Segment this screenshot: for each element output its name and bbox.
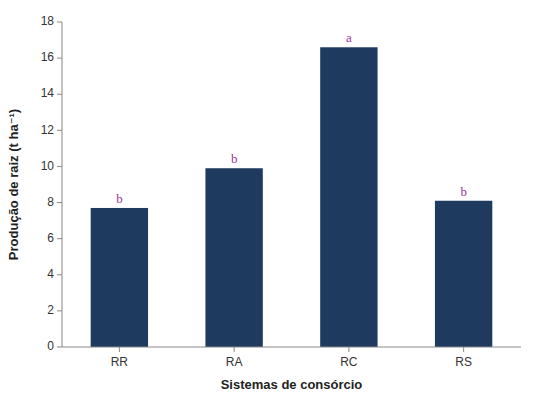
significance-label: a [346,30,352,45]
y-axis-line [62,22,63,347]
y-tick: 10 [41,159,62,173]
x-axis-line [62,347,521,348]
y-tick: 6 [47,231,62,245]
y-tick: 12 [41,123,62,137]
y-tick-label: 14 [41,86,55,100]
significance-label: b [231,151,238,166]
y-tick-label: 10 [41,159,55,173]
bar [91,208,148,347]
annotations: b b a b [116,30,467,206]
y-tick: 0 [47,339,62,353]
y-tick-label: 6 [47,231,54,245]
y-tick-label: 12 [41,123,55,137]
y-tick-mark [57,238,62,239]
y-tick-label: 8 [47,195,54,209]
chart-container: 0 2 4 6 8 10 12 14 16 18 b b a b RR RA RC RS Sistemas de c… [0,0,539,403]
x-tick-label: RC [340,355,358,369]
bar [205,168,262,347]
bar [435,201,492,347]
x-tick-mark [234,347,235,352]
x-axis-title: Sistemas de consórcio [221,377,363,392]
x-tick-mark [463,347,464,352]
y-tick: 2 [47,303,62,317]
y-tick-label: 4 [47,267,54,281]
x-tick: RC [340,347,358,369]
x-tick-mark [348,347,349,352]
y-tick-mark [57,347,62,348]
y-tick-mark [57,130,62,131]
bars [91,47,493,347]
y-axis: 0 2 4 6 8 10 12 14 16 18 [41,14,62,353]
bar [320,47,377,347]
y-tick-label: 16 [41,50,55,64]
y-tick-mark [57,166,62,167]
x-tick-label: RR [111,355,129,369]
x-axis: RR RA RC RS [62,347,521,369]
y-axis-title: Produção de raiz (t ha⁻¹) [6,109,21,260]
y-tick-mark [57,58,62,59]
y-tick-mark [57,274,62,275]
y-tick: 18 [41,14,62,28]
y-tick-mark [57,310,62,311]
y-tick-label: 2 [47,303,54,317]
chart-svg: 0 2 4 6 8 10 12 14 16 18 b b a b RR RA RC RS Sistemas de c… [0,0,539,403]
significance-label: b [116,191,123,206]
x-tick-mark [119,347,120,352]
y-tick: 16 [41,50,62,64]
x-tick: RS [455,347,472,369]
y-tick: 8 [47,195,62,209]
y-tick-mark [57,94,62,95]
x-tick: RA [226,347,243,369]
significance-label: b [460,184,467,199]
x-tick-label: RS [455,355,472,369]
x-tick: RR [111,347,129,369]
x-tick-label: RA [226,355,243,369]
y-tick-label: 0 [47,339,54,353]
y-tick-label: 18 [41,14,55,28]
y-tick-mark [57,22,62,23]
y-tick: 4 [47,267,62,281]
y-tick: 14 [41,86,62,100]
y-tick-mark [57,202,62,203]
